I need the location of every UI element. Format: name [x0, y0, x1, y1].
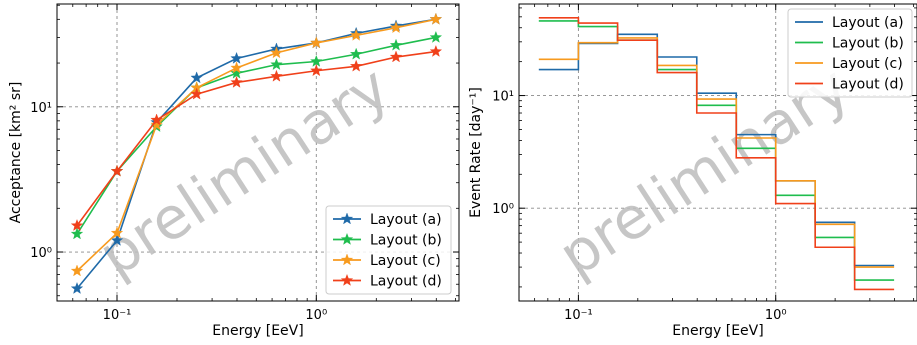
plot-area [70, 12, 443, 294]
data-point-star [429, 30, 443, 43]
series-line-a [76, 18, 437, 290]
data-point-star [230, 75, 243, 88]
series-step-b [538, 20, 895, 281]
y-axis-label: Event Rate [day⁻¹] [468, 87, 484, 218]
data-point-star [110, 164, 124, 177]
series-step-a [538, 33, 895, 267]
x-tick-label: 10⁻¹ [564, 308, 593, 323]
x-tick-label: 10⁰ [765, 308, 787, 323]
series-line-c [76, 18, 437, 272]
y-axis-label: Acceptance [km² sr] [8, 82, 24, 224]
data-point-star [150, 113, 163, 126]
x-tick-label: 10⁻¹ [103, 308, 132, 323]
legend-label-b: Layout (b) [370, 233, 442, 249]
data-point-star [190, 71, 203, 84]
series-step-c [538, 37, 895, 268]
data-point-star [389, 50, 403, 63]
data-point-star [110, 233, 124, 246]
data-point-star [389, 38, 403, 51]
data-point-star [230, 61, 243, 74]
y-tick-label: 10¹ [30, 101, 52, 116]
data-point-star [429, 12, 443, 25]
data-point-star [70, 282, 84, 294]
plot-area [538, 17, 895, 291]
x-axis-label: Energy [EeV] [672, 323, 763, 339]
data-point-star [230, 66, 243, 79]
data-point-star [70, 264, 84, 277]
legend-label-d: Layout (d) [370, 274, 442, 290]
y-tick-label: 10¹ [492, 90, 514, 105]
legend: Layout (a) Layout (b) Layout (c) Layout (d) [325, 205, 452, 295]
data-point-star [70, 219, 84, 231]
axes-frame [56, 3, 460, 302]
x-axis-label: Energy [EeV] [212, 323, 303, 339]
data-point-star [310, 36, 323, 49]
data-point-star [349, 59, 363, 72]
series-line-b [76, 36, 437, 235]
data-point-star [270, 58, 283, 70]
x-tick-label: 10⁰ [305, 308, 327, 323]
legend-label-c: Layout (c) [832, 56, 903, 72]
legend-label-c: Layout (c) [370, 253, 441, 269]
y-tick-label: 10⁰ [30, 246, 52, 261]
data-point-star [349, 28, 363, 41]
legend-label-d: Layout (d) [832, 77, 904, 93]
legend-star-marker [340, 253, 354, 266]
legend-box [325, 205, 452, 295]
legend-label-a: Layout (a) [370, 212, 442, 228]
legend: Layout (a) Layout (b) Layout (c) Layout (d) [787, 8, 913, 98]
data-point-star [310, 64, 323, 77]
data-point-star [429, 44, 443, 57]
legend-star-marker [340, 232, 354, 245]
data-point-star [190, 87, 203, 100]
axes-frame [518, 3, 917, 302]
legend-box [787, 8, 913, 98]
legend-star-marker [340, 212, 354, 225]
legend-star-marker [340, 273, 354, 286]
data-point-star [270, 46, 283, 59]
legend-label-b: Layout (b) [832, 36, 904, 52]
data-point-star [230, 51, 243, 64]
data-point-star [389, 21, 403, 34]
y-tick-label: 10⁰ [492, 202, 514, 217]
data-point-star [150, 118, 163, 131]
legend-label-a: Layout (a) [832, 15, 904, 31]
series-step-d [538, 17, 895, 291]
series-line-d [76, 50, 436, 227]
data-point-star [349, 47, 363, 60]
data-point-star [310, 54, 323, 67]
data-point-star [270, 69, 283, 82]
data-point-star [110, 226, 124, 239]
data-point-star [70, 227, 84, 240]
